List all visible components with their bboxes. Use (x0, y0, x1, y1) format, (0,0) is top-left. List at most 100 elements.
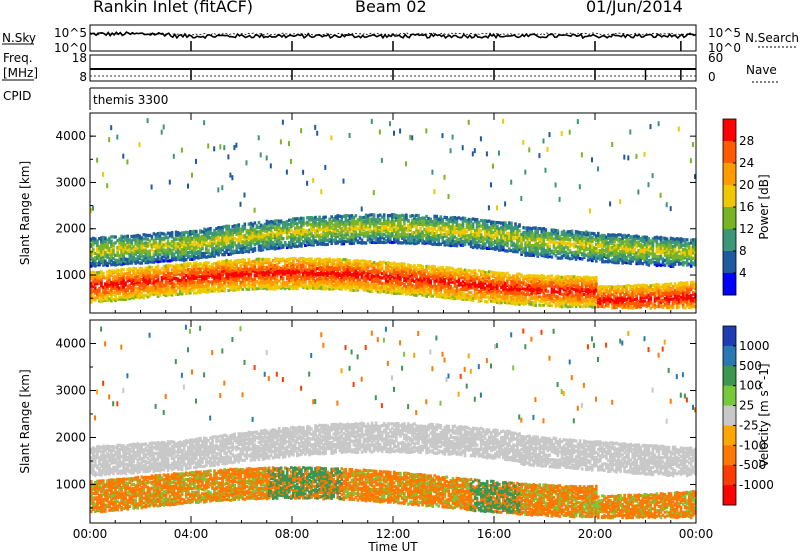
power-far-cell (265, 237, 269, 241)
power-far-cell (215, 227, 218, 231)
power-near-cell (235, 282, 238, 286)
power-near-cell (116, 280, 119, 284)
power-near-cell (112, 281, 115, 285)
power-near-cell (187, 275, 190, 279)
power-near-cell (219, 284, 222, 288)
power-far-cell (227, 247, 230, 252)
power-near-cell (124, 272, 127, 276)
power-near-cell (271, 263, 275, 267)
power-near-cell (195, 291, 198, 295)
power-far-cell (94, 264, 97, 268)
power-far-cell (261, 246, 265, 250)
power-near-cell (277, 261, 281, 265)
power-far-cell (263, 229, 267, 233)
power-near-cell (132, 285, 135, 289)
power-far-cell (231, 237, 234, 241)
power-far-cell (225, 229, 228, 234)
power-near-cell (164, 273, 168, 277)
power-far-cell (219, 249, 222, 253)
power-near-cell (160, 284, 164, 288)
power-near-cell (189, 281, 192, 285)
power-near-cell (253, 287, 257, 291)
power-far-cell (265, 235, 269, 239)
power-far-cell (168, 231, 172, 236)
power-far-cell (104, 259, 107, 263)
power-near-cell (267, 275, 271, 279)
power-far-cell (92, 259, 95, 264)
power-far-cell (90, 237, 93, 241)
power-far-cell (269, 232, 273, 237)
power-near-cell (243, 282, 247, 286)
power-near-cell (128, 295, 131, 299)
power-near-cell (209, 266, 212, 270)
power-near-cell (233, 278, 236, 282)
power-near-cell (233, 268, 236, 272)
power-far-cell (215, 243, 218, 248)
power-far-cell (233, 249, 236, 253)
power-near-cell (110, 299, 113, 303)
power-near-cell (132, 271, 135, 275)
power-near-cell (184, 262, 188, 266)
power-near-cell (182, 268, 186, 272)
power-near-cell (144, 294, 148, 298)
power-far-cell (144, 237, 148, 241)
power-far-cell (140, 252, 144, 256)
power-near-cell (205, 284, 208, 288)
power-far-cell (193, 252, 196, 256)
power-near-cell (231, 272, 234, 276)
power-near-cell (231, 261, 234, 265)
power-far-cell (197, 241, 200, 245)
power-scatter-cell (300, 128, 303, 134)
power-near-cell (249, 262, 253, 266)
power-far-cell (172, 242, 176, 246)
power-near-cell (221, 289, 224, 293)
power-near-cell (176, 277, 180, 281)
power-near-cell (219, 272, 222, 276)
power-near-cell (154, 269, 158, 273)
power-near-cell (146, 275, 150, 279)
power-near-cell (207, 270, 210, 274)
power-near-cell (112, 292, 115, 296)
power-near-cell (126, 271, 129, 275)
power-far-cell (203, 251, 206, 256)
power-far-cell (168, 250, 172, 255)
power-near-cell (172, 282, 176, 286)
power-far-cell (174, 256, 178, 260)
power-far-cell (106, 253, 109, 257)
power-far-cell (172, 247, 176, 251)
power-near-cell (475, 273, 479, 277)
power-near-cell (247, 274, 251, 278)
power-far-cell (187, 234, 190, 238)
power-far-cell (182, 234, 186, 239)
power-near-cell (219, 282, 222, 286)
power-near-cell (267, 265, 271, 269)
power-far-cell (265, 229, 269, 233)
power-far-cell (251, 249, 255, 253)
power-near-cell (233, 274, 236, 278)
power-near-cell (122, 280, 125, 284)
power-near-cell (213, 277, 216, 281)
power-near-cell (269, 277, 273, 281)
power-near-cell (211, 282, 214, 286)
power-near-cell (114, 296, 117, 300)
power-near-cell (217, 283, 220, 287)
power-far-cell (241, 240, 245, 244)
power-near-cell (193, 285, 196, 289)
power-far-cell (247, 247, 251, 251)
power-far-cell (243, 227, 247, 231)
power-near-cell (269, 266, 273, 270)
power-far-cell (110, 259, 113, 263)
power-near-cell (156, 290, 160, 294)
power-scatter-cell (449, 148, 452, 154)
power-far-cell (219, 240, 222, 244)
power-scatter-cell (259, 152, 262, 158)
power-far-cell (152, 254, 156, 258)
power-far-cell (92, 236, 95, 240)
power-far-cell (211, 250, 214, 254)
power-near-cell (164, 279, 168, 283)
power-near-cell (225, 261, 228, 265)
power-far-cell (354, 214, 358, 218)
power-far-cell (156, 252, 160, 257)
power-scatter-cell (461, 145, 464, 151)
power-near-cell (152, 292, 156, 296)
